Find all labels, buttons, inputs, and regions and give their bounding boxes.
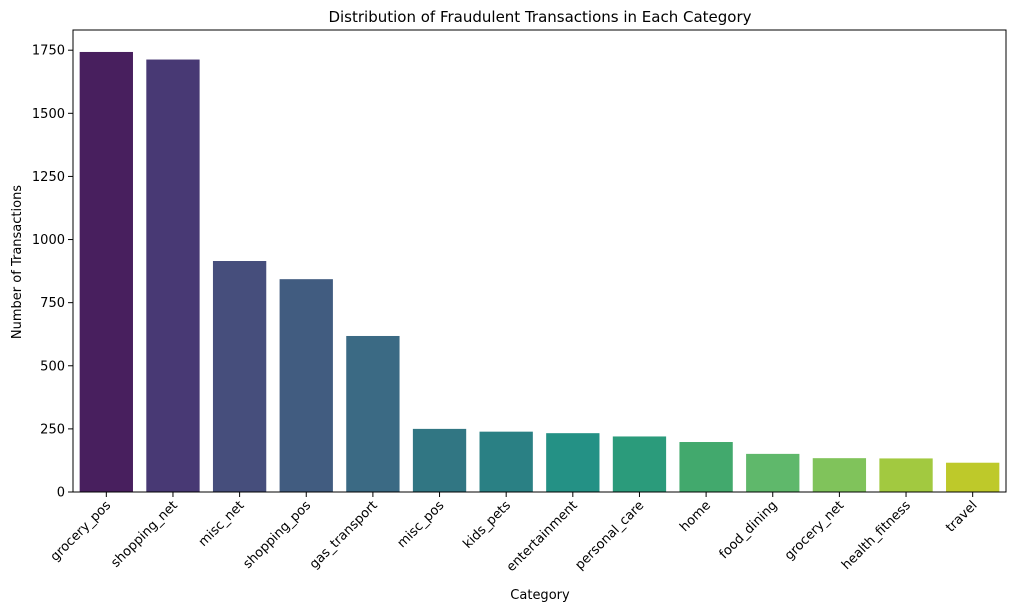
x-tick-label: misc_pos (395, 498, 448, 551)
x-tick-label: travel (943, 498, 980, 535)
bars-group (79, 51, 1000, 493)
x-tick-label: grocery_net (782, 498, 847, 563)
bar-shopping-net (146, 59, 200, 492)
chart-title: Distribution of Fraudulent Transactions … (328, 8, 751, 26)
bar-kids-pets (479, 431, 533, 492)
y-tick-label: 1750 (32, 44, 65, 59)
x-tick-label: home (677, 498, 714, 535)
plot-frame (72, 29, 1007, 493)
x-tick-label: health_fitness (839, 498, 914, 573)
x-tick-label: shopping_net (108, 498, 180, 570)
x-tick-label: food_dining (717, 498, 781, 562)
bar-shopping-pos (279, 279, 333, 492)
x-tick-label: misc_net (196, 498, 248, 550)
y-tick-label: 1250 (32, 170, 65, 185)
y-tick-label: 750 (40, 296, 65, 311)
bar-home (679, 442, 733, 492)
x-tick-label: grocery_pos (48, 498, 115, 565)
bar-personal-care (612, 436, 667, 492)
bar-health-fitness (879, 458, 933, 492)
y-tick-label: 250 (40, 422, 65, 437)
y-tick-label: 1000 (32, 233, 65, 248)
x-axis-label: Category (510, 588, 570, 603)
x-tick-label: entertainment (504, 498, 581, 575)
bar-gas-transport (346, 335, 400, 492)
y-axis: 0 250 500 750 1000 1250 1500 1750 (32, 44, 73, 501)
bar-misc-net (212, 261, 267, 492)
x-tick-label: shopping_pos (240, 498, 314, 572)
y-tick-label: 500 (40, 359, 65, 374)
bar-entertainment (546, 433, 600, 492)
x-tick-label: kids_pets (460, 498, 514, 552)
bar-grocery-net (812, 458, 867, 492)
x-tick-label: gas_transport (307, 498, 381, 572)
y-tick-label: 1500 (32, 107, 65, 122)
y-tick-label: 0 (57, 486, 65, 501)
bar-misc-pos (412, 428, 467, 492)
bar-grocery-pos (79, 51, 133, 493)
bar-travel (946, 462, 1000, 492)
bar-food-dining (746, 453, 800, 492)
x-tick-label: personal_care (572, 498, 647, 573)
y-axis-label: Number of Transactions (10, 185, 25, 339)
